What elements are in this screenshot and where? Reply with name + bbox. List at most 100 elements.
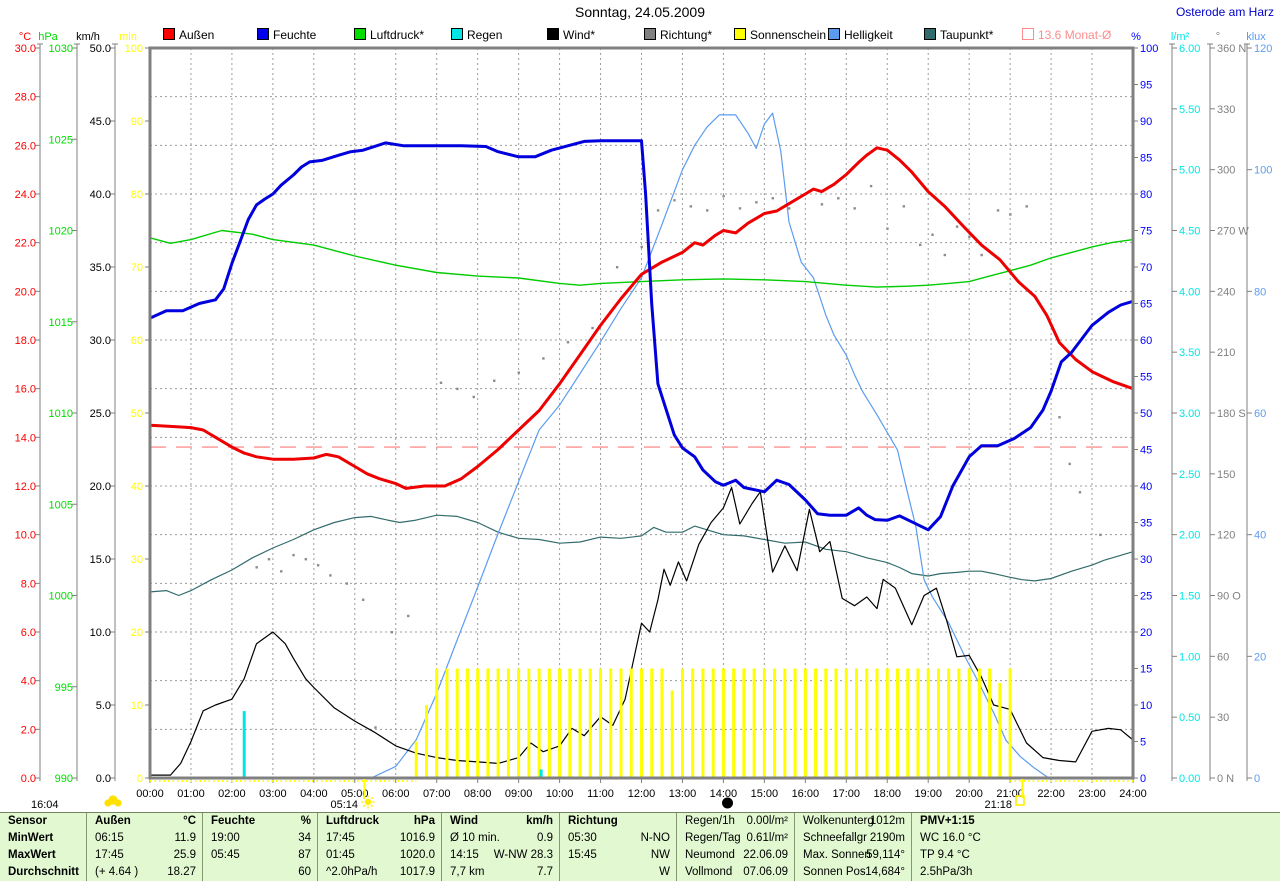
table-row: Durchschnitt (0, 864, 86, 881)
table-row: 14:15 W-NW 28.3 (442, 847, 559, 864)
table-cell-value: °C (183, 815, 196, 827)
legend-swatch (257, 28, 269, 40)
table-row: 7,7 km 7.7 (442, 864, 559, 881)
table-cell-label: Vollmond (685, 866, 733, 878)
svg-text:05:00: 05:00 (341, 788, 369, 800)
svg-text:1030: 1030 (49, 43, 73, 55)
table-cell-value: 25.9 (173, 849, 196, 861)
svg-text:25.0: 25.0 (90, 408, 111, 420)
svg-text:1000: 1000 (49, 591, 73, 603)
legend-item-feuchte[interactable]: Feuchte (257, 28, 316, 42)
svg-text:50.0: 50.0 (90, 43, 111, 55)
table-row: 2.5hPa/3h (912, 864, 1280, 881)
table-cell-value: 0.00l/m² (746, 815, 788, 827)
series-feuchte (148, 139, 1135, 532)
svg-text:30: 30 (131, 554, 143, 566)
table-cell-value: 34 (298, 832, 311, 844)
svg-text:0.50: 0.50 (1179, 712, 1200, 724)
svg-text:30: 30 (1140, 554, 1152, 566)
legend-item-luftdruck-[interactable]: Luftdruck* (354, 28, 424, 42)
table-cell-value: 07.06.09 (743, 866, 788, 878)
legend-item-au-en[interactable]: Außen (163, 28, 214, 42)
svg-text:10: 10 (131, 700, 143, 712)
series-helligkeit (370, 112, 1048, 779)
legend-item-label: 13.6 Monat-Ø (1038, 28, 1112, 42)
svg-text:18:00: 18:00 (873, 788, 901, 800)
table-cell-value: W-NW 28.3 (493, 849, 553, 861)
series-sonnenschein (414, 668, 1012, 778)
legend-item-wind-[interactable]: Wind* (547, 28, 595, 42)
svg-text:15.0: 15.0 (90, 554, 111, 566)
page-title: Sonntag, 24.05.2009 (574, 4, 705, 20)
table-cell-label: 15:45 (568, 849, 597, 861)
table-cell-label: Wind (450, 815, 478, 827)
table-row: Luftdruck hPa (318, 813, 441, 830)
svg-text:10: 10 (1140, 700, 1152, 712)
table-cell-label: Luftdruck (326, 815, 380, 827)
legend-item-label: Sonnenschein (750, 28, 827, 42)
table-cell-label: MaxWert (8, 849, 56, 861)
svg-text:30.0: 30.0 (15, 43, 36, 55)
svg-text:80: 80 (1140, 189, 1152, 201)
legend-item-sonnenschein[interactable]: Sonnenschein (734, 28, 826, 42)
table-row: MaxWert (0, 847, 86, 864)
x-axis: 00:00 01:00 02:00 03:00 04:00 05:00 06:00 07:00… (136, 778, 1147, 800)
table-cell-label: Richtung (568, 815, 618, 827)
table-column: PMV+1:15 WC 16.0 °C TP 9.4 °C 2.5hPa/3h (912, 813, 1280, 881)
svg-text:03:00: 03:00 (259, 788, 287, 800)
legend-swatch (924, 28, 936, 40)
table-row: Richtung (560, 813, 676, 830)
svg-text:hPa: hPa (38, 31, 58, 43)
svg-text:26.0: 26.0 (15, 140, 36, 152)
table-row: Sonnen Pos -14,684° (795, 864, 911, 881)
table-cell-value: 87 (298, 849, 311, 861)
svg-text:0.00: 0.00 (1179, 773, 1200, 785)
axis-rain: 6.00 5.50 5.00 4.50 4.00 3.50 3.00 2.50 2.00 1.50… (1169, 31, 1200, 785)
svg-text:min: min (119, 31, 137, 43)
svg-text:18.0: 18.0 (15, 335, 36, 347)
svg-text:85: 85 (1140, 153, 1152, 165)
table-cell-label: Wolkenunterg (803, 815, 874, 827)
table-row: 06:15 11.9 (87, 830, 202, 847)
axis-pressure: 1030 1025 1020 1015 1010 1005 1000 995 990 hPa (38, 31, 80, 785)
svg-text:°: ° (1216, 31, 1220, 43)
table-cell-label: MinWert (8, 832, 54, 844)
svg-text:65: 65 (1140, 299, 1152, 311)
table-cell-value: NW (650, 849, 670, 861)
new-moon-icon (722, 797, 734, 809)
table-column: Feuchte% 19:00 34 05:45 87 60 (203, 813, 318, 881)
svg-text:8.0: 8.0 (21, 578, 36, 590)
table-cell-label: Regen/1h (685, 815, 735, 827)
table-cell-label: WC 16.0 °C (920, 832, 981, 844)
legend-item-helligkeit[interactable]: Helligkeit (828, 28, 893, 42)
table-cell-label: Schneefallgr (803, 832, 867, 844)
svg-text:°C: °C (19, 31, 31, 43)
table-row: Neumond 22.06.09 (677, 847, 794, 864)
svg-text:1020: 1020 (49, 226, 73, 238)
sunset-icon (1015, 795, 1025, 806)
axis-wind: 50.0 45.0 40.0 35.0 30.0 25.0 20.0 15.0 10.0 5.0 0… (76, 31, 118, 785)
svg-text:1.00: 1.00 (1179, 651, 1200, 663)
table-cell-label: Regen/Tag (685, 832, 741, 844)
table-column: Regen/1h 0.00l/m² Regen/Tag 0.61l/m² Neumond… (677, 813, 795, 881)
svg-text:90 O: 90 O (1217, 591, 1241, 603)
axis-direction: 360 N 330 300 270 W 240 210 180 S 150 120 90 O 60 3… (1207, 31, 1249, 785)
legend-item-13-6-monat-[interactable]: 13.6 Monat-Ø (1022, 28, 1111, 42)
svg-text:70: 70 (1140, 262, 1152, 274)
astro-markers: 16:04 05:14 21:18 (31, 779, 1133, 811)
svg-text:2.00: 2.00 (1179, 530, 1200, 542)
table-cell-value: 7.7 (537, 866, 553, 878)
svg-text:1005: 1005 (49, 499, 73, 511)
legend-item-taupunkt-[interactable]: Taupunkt* (924, 28, 993, 42)
table-row: 17:45 1016.9 (318, 830, 441, 847)
grid (150, 48, 1133, 778)
table-row: Wolkenunterg 1012m (795, 813, 911, 830)
legend-item-richtung-[interactable]: Richtung* (644, 28, 712, 42)
legend-item-regen[interactable]: Regen (451, 28, 502, 42)
table-column: Wind km/h Ø 10 min. 0.9 14:15 W-NW 28.3 7,7 km… (442, 813, 560, 881)
svg-text:00:00: 00:00 (136, 788, 164, 800)
svg-text:11:00: 11:00 (587, 788, 614, 800)
svg-text:22:00: 22:00 (1037, 788, 1065, 800)
svg-text:24:00: 24:00 (1119, 788, 1147, 800)
legend-swatch (734, 28, 746, 40)
